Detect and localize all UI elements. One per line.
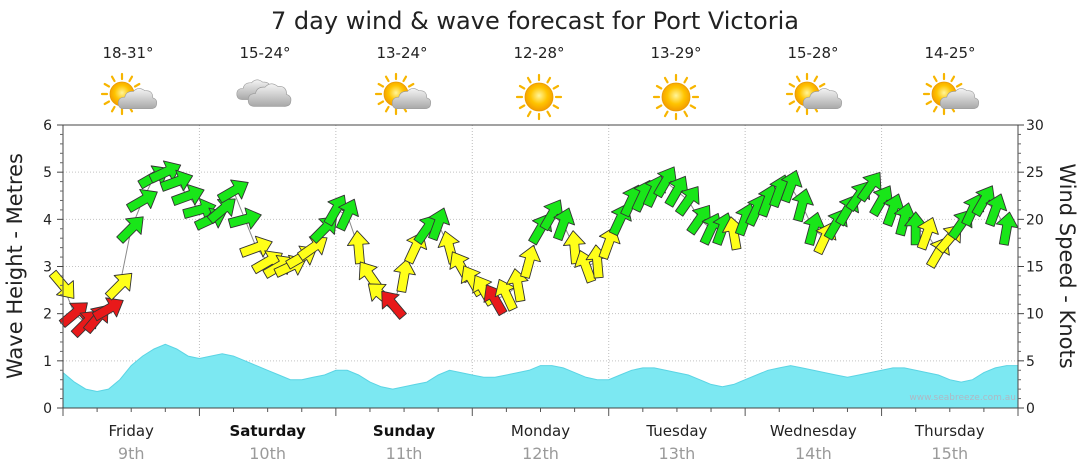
sun-cloud-icon <box>374 72 432 116</box>
wind-arrow <box>995 211 1019 246</box>
wind-arrow <box>971 185 996 218</box>
daily-weather-row: 18-31° 15-24° 13-24° 12-28° 13-29° 15-28° 14-2… <box>100 44 980 121</box>
day-date-label: 15th <box>931 444 968 463</box>
wind-arrow <box>882 193 905 227</box>
credit-text: www.seabreeze.com.au <box>909 393 1016 403</box>
wind-arrow <box>985 193 1008 227</box>
cloud-icon <box>236 79 292 107</box>
wind-arrow <box>227 207 262 230</box>
left-tick-label: 0 <box>43 401 52 417</box>
day-name-label: Thursday <box>914 422 985 440</box>
wind-arrow <box>171 183 205 206</box>
day-date-label: 14th <box>795 444 832 463</box>
wind-arrow <box>791 188 814 223</box>
day-temp-label: 15-24° <box>239 44 290 62</box>
right-tick-label: 0 <box>1026 401 1035 417</box>
wind-arrows <box>48 160 1019 339</box>
wind-arrow <box>780 169 803 204</box>
wind-arrow <box>91 297 124 322</box>
wind-arrow <box>239 235 273 258</box>
left-axis-label: Wave Height - Metres <box>3 153 27 379</box>
wind-arrow <box>182 198 217 221</box>
wind-arrow <box>296 236 328 261</box>
day-temp-label: 13-24° <box>376 44 427 62</box>
day-date-label: 13th <box>659 444 696 463</box>
day-name-label: Sunday <box>373 422 436 440</box>
left-tick-label: 3 <box>43 260 52 276</box>
left-tick-label: 4 <box>43 212 52 228</box>
sun-icon <box>515 73 563 121</box>
wind-arrow <box>686 204 711 236</box>
wind-arrow <box>653 166 678 199</box>
left-tick-label: 2 <box>43 307 52 323</box>
wind-arrow <box>869 185 894 218</box>
chart-title: 7 day wind & wave forecast for Port Vict… <box>271 7 799 35</box>
right-tick-label: 5 <box>1026 354 1035 370</box>
wind-arrow <box>116 216 144 244</box>
sun-icon <box>652 73 700 121</box>
x-axis: Friday 9th Saturday 10th Sunday 11th Monday 12t… <box>62 408 1019 463</box>
wind-arrow <box>335 198 359 232</box>
right-tick-label: 10 <box>1026 307 1044 323</box>
day-temp-label: 18-31° <box>102 44 153 62</box>
left-axis: 0 1 2 3 4 5 6 <box>43 118 63 417</box>
day-date-label: 9th <box>118 444 145 463</box>
right-axis: 0 5 10 15 20 25 30 <box>1018 118 1044 417</box>
day-temp-label: 15-28° <box>787 44 838 62</box>
day-name-label: Friday <box>108 422 154 440</box>
wind-arrow <box>216 179 249 204</box>
wind-arrow <box>393 258 416 293</box>
right-tick-label: 25 <box>1026 165 1044 181</box>
wind-arrow <box>48 269 75 299</box>
wind-arrow <box>856 171 882 203</box>
wind-arrow <box>518 244 541 279</box>
wind-arrow <box>483 284 508 317</box>
wind-arrow <box>58 302 88 328</box>
day-name-label: Saturday <box>229 422 306 440</box>
day-date-label: 12th <box>522 444 559 463</box>
wind-arrow <box>664 175 689 208</box>
right-axis-label: Wind Speed - Knots <box>1055 163 1079 368</box>
wind-arrow <box>159 169 194 192</box>
day-temp-label: 13-29° <box>650 44 701 62</box>
right-tick-label: 30 <box>1026 118 1044 134</box>
wind-arrow <box>346 230 370 265</box>
day-date-label: 10th <box>249 444 286 463</box>
wave-height-area <box>62 343 1019 409</box>
wind-arrow <box>916 217 939 251</box>
wind-arrow <box>553 207 576 242</box>
day-temp-label: 12-28° <box>513 44 564 62</box>
day-name-label: Wednesday <box>770 422 857 440</box>
wind-arrow <box>803 211 826 246</box>
left-tick-label: 5 <box>43 165 52 181</box>
wind-arrow <box>674 186 700 217</box>
wind-arrow <box>428 207 451 242</box>
left-tick-label: 1 <box>43 354 52 370</box>
left-tick-label: 6 <box>43 118 52 134</box>
day-name-label: Tuesday <box>645 422 707 440</box>
sun-cloud-icon <box>100 72 158 116</box>
right-tick-label: 15 <box>1026 260 1044 276</box>
wind-arrow <box>381 290 407 320</box>
sun-cloud-icon <box>922 72 980 116</box>
right-tick-label: 20 <box>1026 212 1044 228</box>
sun-cloud-icon <box>785 72 843 116</box>
wind-arrow <box>539 199 564 232</box>
day-name-label: Monday <box>511 422 570 440</box>
wind-arrow <box>126 189 158 213</box>
day-date-label: 11th <box>386 444 423 463</box>
day-temp-label: 14-25° <box>924 44 975 62</box>
wind-arrow <box>104 272 133 301</box>
wind-arrow <box>894 202 917 237</box>
wind-arrow <box>206 198 236 225</box>
